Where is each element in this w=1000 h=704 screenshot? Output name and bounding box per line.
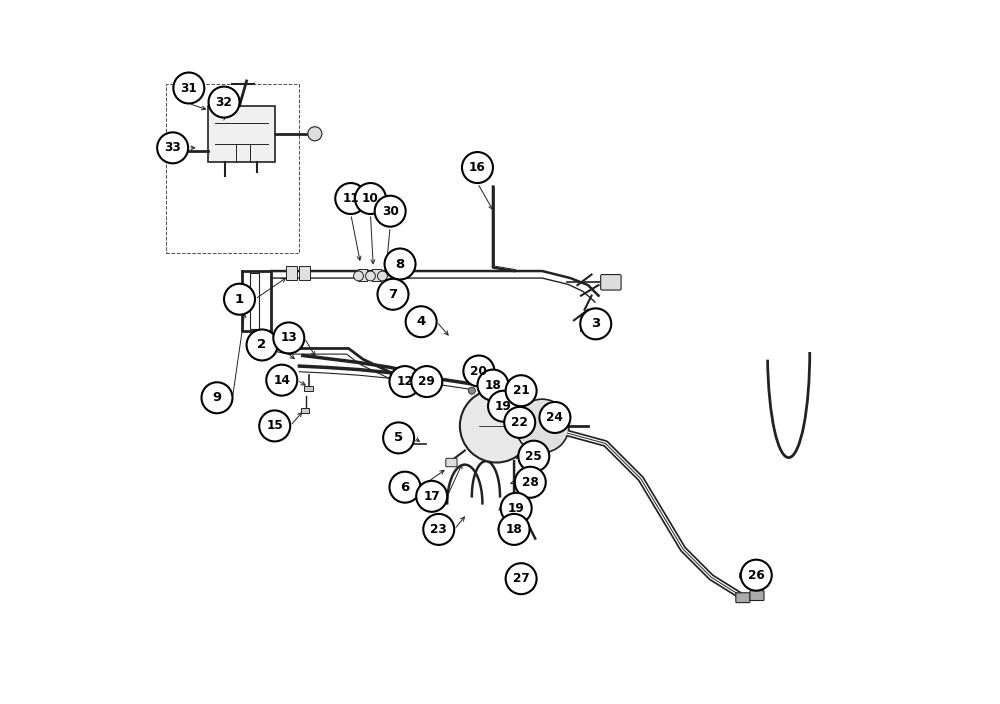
Circle shape [514, 394, 521, 401]
Text: 30: 30 [382, 205, 399, 218]
FancyBboxPatch shape [446, 458, 457, 467]
Text: 32: 32 [216, 96, 232, 108]
Circle shape [383, 422, 414, 453]
Circle shape [273, 322, 304, 353]
Circle shape [355, 183, 386, 214]
Circle shape [423, 514, 454, 545]
Polygon shape [162, 141, 176, 162]
FancyBboxPatch shape [416, 374, 436, 388]
Circle shape [335, 183, 366, 214]
Circle shape [518, 441, 549, 472]
Text: 15: 15 [266, 420, 283, 432]
Circle shape [580, 308, 611, 339]
Text: 5: 5 [394, 432, 403, 444]
Circle shape [416, 481, 447, 512]
Bar [580, 326, 589, 331]
Circle shape [389, 472, 420, 503]
Text: 29: 29 [418, 375, 435, 388]
Circle shape [460, 389, 533, 463]
Text: 4: 4 [417, 315, 426, 328]
Circle shape [501, 493, 532, 524]
Text: 18: 18 [506, 523, 523, 536]
Circle shape [468, 387, 475, 394]
Text: 28: 28 [522, 476, 539, 489]
Circle shape [499, 514, 530, 545]
Text: 22: 22 [511, 416, 528, 429]
Circle shape [462, 152, 493, 183]
Circle shape [224, 284, 255, 315]
Circle shape [506, 563, 537, 594]
Text: 23: 23 [430, 523, 447, 536]
Text: 1: 1 [235, 293, 244, 306]
Bar [385, 269, 394, 281]
Text: 20: 20 [470, 365, 487, 377]
Text: 14: 14 [273, 374, 290, 386]
FancyBboxPatch shape [395, 372, 415, 386]
Circle shape [506, 375, 537, 406]
Bar [286, 266, 297, 280]
Bar [304, 386, 313, 391]
Circle shape [406, 306, 437, 337]
Polygon shape [208, 106, 275, 162]
Text: 26: 26 [748, 569, 765, 582]
Text: 27: 27 [513, 572, 529, 585]
Circle shape [515, 399, 569, 453]
Circle shape [378, 271, 387, 281]
Text: 31: 31 [180, 82, 197, 94]
Text: 25: 25 [525, 450, 542, 463]
Circle shape [173, 73, 204, 103]
Circle shape [504, 407, 535, 438]
Text: 11: 11 [342, 192, 359, 205]
Text: 10: 10 [362, 192, 379, 205]
Text: 24: 24 [546, 411, 563, 424]
Circle shape [477, 370, 508, 401]
Circle shape [479, 384, 486, 391]
Circle shape [366, 271, 375, 281]
Circle shape [209, 87, 240, 118]
Bar [301, 408, 309, 413]
Text: 9: 9 [212, 391, 222, 404]
Circle shape [504, 389, 511, 396]
Bar [401, 441, 406, 448]
Text: 7: 7 [388, 288, 398, 301]
Circle shape [385, 249, 416, 279]
Circle shape [463, 356, 494, 386]
Text: 6: 6 [400, 481, 410, 494]
Circle shape [515, 467, 546, 498]
Bar [372, 269, 381, 281]
Circle shape [375, 196, 406, 227]
Text: 21: 21 [513, 384, 529, 397]
Bar [299, 266, 310, 280]
Text: 19: 19 [495, 400, 512, 413]
Circle shape [308, 127, 322, 141]
FancyBboxPatch shape [601, 275, 621, 290]
Circle shape [539, 402, 570, 433]
Circle shape [202, 382, 232, 413]
Circle shape [354, 271, 363, 281]
Circle shape [488, 391, 519, 422]
Circle shape [741, 560, 772, 591]
Text: 33: 33 [164, 142, 181, 154]
Text: 13: 13 [280, 332, 297, 344]
Text: 2: 2 [257, 339, 267, 351]
Text: 12: 12 [397, 375, 413, 388]
Text: 18: 18 [485, 379, 501, 391]
Circle shape [411, 366, 442, 397]
FancyBboxPatch shape [736, 593, 750, 603]
Circle shape [266, 365, 297, 396]
Text: 16: 16 [469, 161, 486, 174]
FancyBboxPatch shape [750, 591, 764, 601]
Bar [358, 269, 367, 281]
Text: 17: 17 [423, 490, 440, 503]
Text: 8: 8 [395, 258, 405, 270]
Circle shape [157, 132, 188, 163]
Text: 19: 19 [508, 502, 525, 515]
Circle shape [259, 410, 290, 441]
Circle shape [247, 329, 278, 360]
Circle shape [489, 386, 496, 393]
Text: 3: 3 [591, 318, 600, 330]
Circle shape [378, 279, 408, 310]
Circle shape [389, 366, 420, 397]
